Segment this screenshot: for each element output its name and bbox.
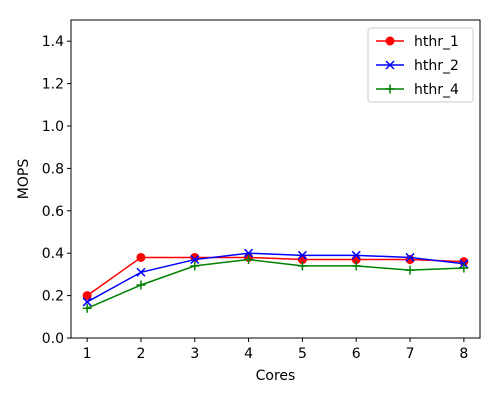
- y-tick-label: 0.4: [42, 246, 64, 262]
- legend-label: hthr_4: [414, 82, 459, 98]
- y-tick-label: 0.8: [42, 161, 64, 177]
- data-point: [405, 265, 415, 275]
- marker-stroke: [297, 250, 307, 260]
- legend-label: hthr_2: [414, 58, 459, 74]
- data-point: [297, 250, 307, 260]
- data-point: [190, 261, 200, 271]
- y-tick-label: 1.4: [42, 34, 64, 50]
- x-tick-label: 3: [190, 346, 199, 362]
- y-tick-label: 1.0: [42, 119, 64, 135]
- marker-stroke: [82, 297, 92, 307]
- data-point: [82, 291, 92, 301]
- legend-box: [367, 27, 474, 103]
- x-tick-label: 1: [83, 346, 92, 362]
- data-point: [136, 267, 146, 277]
- y-tick-label: 0.6: [42, 204, 64, 220]
- legend-swatch-marker: [385, 84, 395, 94]
- series-hthr_2: [82, 248, 469, 307]
- marker-stroke: [405, 252, 415, 262]
- data-point: [351, 261, 361, 271]
- data-point: [136, 252, 146, 262]
- data-point: [190, 255, 200, 265]
- x-tick-label: 7: [406, 346, 415, 362]
- plot-frame: [70, 19, 481, 339]
- series-line: [86, 252, 464, 303]
- series-line: [86, 258, 464, 310]
- data-point: [82, 297, 92, 307]
- x-axis-title: Cores: [256, 368, 296, 384]
- data-point: [82, 303, 92, 313]
- legend-label: hthr_1: [414, 34, 459, 50]
- marker-stroke: [136, 267, 146, 277]
- legend-item: hthr_2: [376, 58, 459, 74]
- y-tick-label: 1.2: [42, 77, 64, 93]
- data-point: [351, 250, 361, 260]
- series-hthr_4: [82, 255, 469, 313]
- x-tick-label: 8: [459, 346, 468, 362]
- y-axis: 0.0 0.2 0.4 0.6 0.8 1.0 1.2 1.4: [42, 34, 71, 347]
- data-point: [459, 263, 469, 273]
- marker-stroke: [190, 255, 200, 265]
- legend-item: hthr_4: [376, 82, 459, 98]
- series-layer: [82, 248, 469, 313]
- x-tick-label: 5: [298, 346, 307, 362]
- data-point: [405, 252, 415, 262]
- y-axis-title: MOPS: [16, 159, 32, 200]
- y-tick-label: 0.0: [42, 331, 64, 347]
- marker-stroke: [385, 60, 395, 70]
- x-tick-label: 2: [136, 346, 145, 362]
- marker-stroke: [244, 248, 254, 258]
- x-axis: 1 2 3 4 5 6 7 8: [83, 338, 468, 362]
- y-tick-label: 0.2: [42, 289, 64, 305]
- legend-swatch-marker: [385, 60, 395, 70]
- data-point: [244, 255, 254, 265]
- x-tick-label: 6: [352, 346, 361, 362]
- marker-stroke: [351, 250, 361, 260]
- x-tick-label: 4: [244, 346, 253, 362]
- legend-item: hthr_1: [376, 34, 459, 50]
- legend: hthr_1 hthr_2 hthr_4: [367, 27, 474, 103]
- data-point: [244, 248, 254, 258]
- data-point: [297, 261, 307, 271]
- legend-swatch-marker: [385, 36, 395, 46]
- series-line: [86, 256, 464, 297]
- data-point: [136, 280, 146, 290]
